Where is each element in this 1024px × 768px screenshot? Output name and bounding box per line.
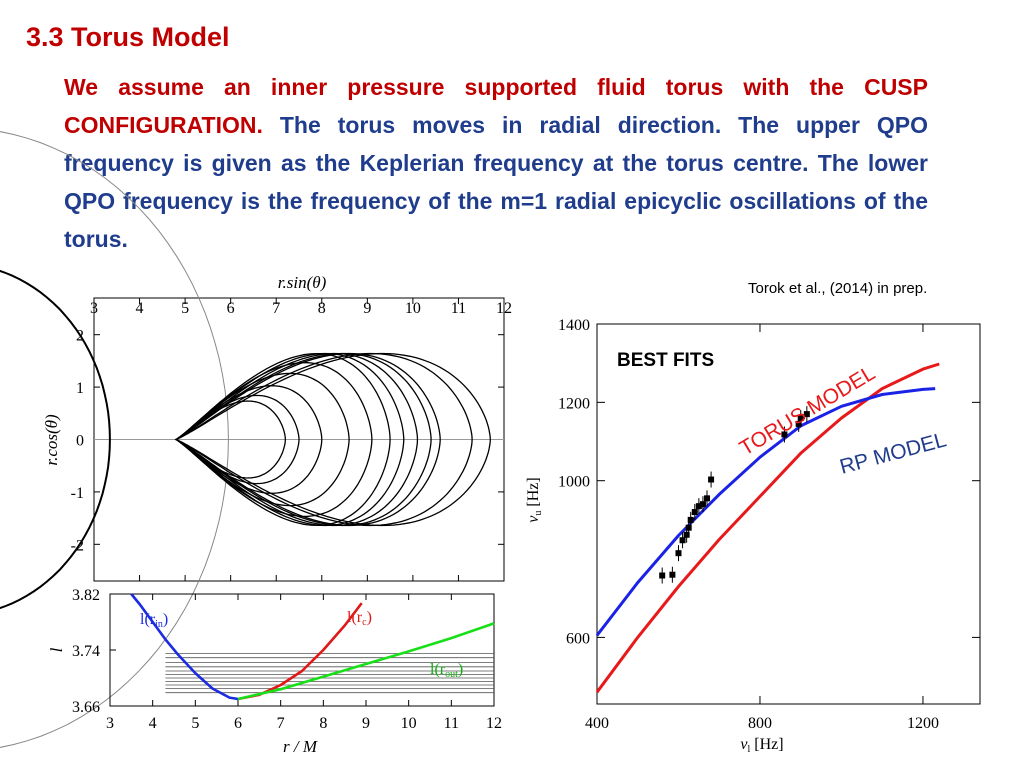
x-tick-label: 400 (585, 715, 609, 732)
y-tick-label: 1400 (558, 317, 590, 334)
x-axis-label: r / M (283, 737, 318, 756)
x-tick-label: 5 (181, 300, 189, 317)
angular-momentum-chart: 3 4 5 6 7 8 9 10 11 12 3.82 3.74 3.66 r / M l l(rin)… (47, 587, 502, 756)
x-tick-label: 12 (486, 715, 502, 732)
torus-contour (175, 352, 391, 527)
y-tick-label: 1000 (558, 474, 590, 491)
series-label-l-rout: l(rout) (430, 661, 463, 680)
fit-curve (595, 387, 936, 637)
x-tick-label: 7 (277, 715, 285, 732)
x-tick-label: 6 (234, 715, 242, 732)
data-point (675, 550, 682, 557)
chart-annotation: BEST FITS (617, 350, 714, 371)
y-tick-label: 0 (76, 433, 84, 450)
citation: Torok et al., (2014) in prep. (748, 280, 928, 297)
torus-contour (175, 352, 491, 527)
data-point (795, 420, 802, 427)
x-tick-label: 1200 (907, 715, 939, 732)
torus-contour (175, 352, 432, 527)
x-tick-label: 9 (362, 715, 370, 732)
data-point (781, 431, 788, 438)
torus-contour (175, 361, 373, 518)
data-point (708, 476, 715, 483)
y-tick-label: 600 (566, 630, 590, 647)
x-tick-label: 3 (106, 715, 114, 732)
y-tick-label: -1 (71, 485, 84, 502)
x-tick-label: 10 (405, 300, 421, 317)
reference-circle (0, 131, 229, 748)
torus-contour (175, 352, 473, 527)
data-point (685, 524, 692, 531)
fit-curve (595, 362, 940, 694)
x-tick-label: 12 (496, 300, 512, 317)
x-tick-label: 800 (748, 715, 772, 732)
data-point (687, 516, 694, 523)
x-tick-label: 4 (136, 300, 144, 317)
data-point (683, 531, 690, 538)
x-tick-label: 9 (363, 300, 371, 317)
x-axis-label: r.sin(θ) (278, 273, 327, 292)
series-line (130, 593, 239, 701)
y-tick-label: 3.82 (72, 587, 100, 604)
series-label-l-rin: l(rin) (140, 611, 168, 630)
x-tick-label: 10 (401, 715, 417, 732)
x-tick-label: 5 (191, 715, 199, 732)
data-point (679, 537, 686, 544)
y-axis-label: νu [Hz] (525, 477, 544, 522)
torus-contour (175, 352, 405, 527)
data-point (659, 572, 666, 579)
data-point (695, 503, 702, 510)
y-axis-label: r.cos(θ) (42, 414, 61, 466)
torus-contour (175, 352, 419, 527)
x-tick-label: 3 (90, 300, 98, 317)
x-tick-label: 7 (272, 300, 280, 317)
torus-contour (175, 352, 441, 527)
series-label-l-rc: l(rc) (347, 609, 372, 628)
x-tick-label: 4 (149, 715, 157, 732)
x-tick-label: 11 (444, 715, 459, 732)
data-point (669, 571, 676, 578)
x-axis-label: νl [Hz] (740, 736, 783, 755)
y-tick-label: 3.74 (72, 643, 100, 660)
horizon-curve (0, 269, 111, 610)
y-tick-label: 1 (76, 380, 84, 397)
rp-model-label: RP MODEL (837, 428, 949, 479)
plot-frame (596, 323, 981, 705)
y-tick-label: 1200 (558, 395, 590, 412)
paragraph-body: The torus moves in radial direction. The… (64, 112, 928, 252)
x-tick-label: 6 (227, 300, 235, 317)
y-tick-label: 3.66 (72, 699, 100, 716)
paragraph-highlight: We assume an inner pressure supported fl… (64, 74, 928, 138)
data-point (691, 509, 698, 516)
slide-paragraph: We assume an inner pressure supported fl… (64, 68, 928, 258)
data-point (797, 415, 804, 422)
slide-title: 3.3 Torus Model (26, 22, 230, 52)
x-tick-label: 8 (318, 300, 326, 317)
data-point (704, 495, 711, 502)
x-tick-label: 8 (319, 715, 327, 732)
data-point (803, 411, 810, 418)
series-line (237, 622, 495, 701)
x-tick-label: 11 (451, 300, 466, 317)
y-axis-label: l (47, 647, 66, 652)
data-point (699, 501, 706, 508)
